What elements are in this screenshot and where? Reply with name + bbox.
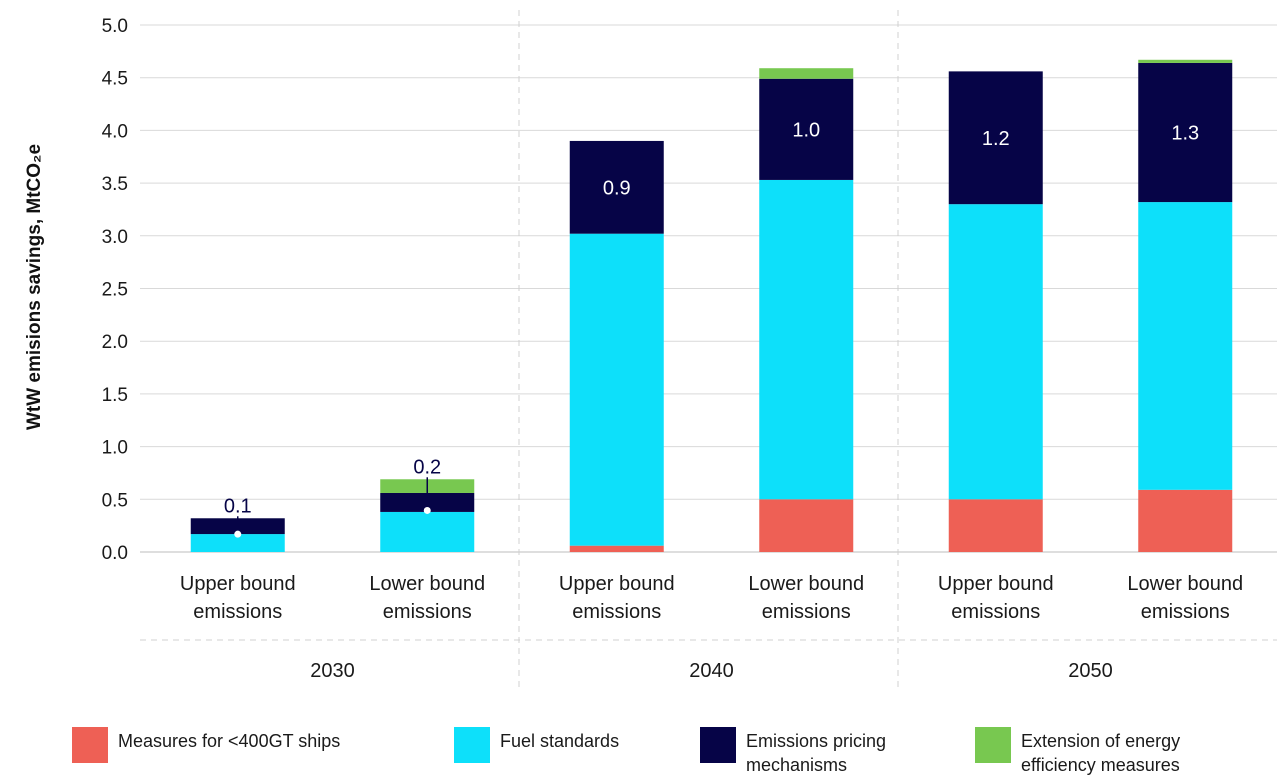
data-label: 1.2 (982, 128, 1010, 150)
y-tick-label: 4.5 (102, 69, 128, 90)
legend-label: Extension of energy efficiency measures (1021, 731, 1181, 775)
data-label-dot (423, 506, 431, 514)
x-category-label: emissions (951, 601, 1040, 623)
bar-segment (380, 511, 475, 552)
data-label: 1.3 (1171, 123, 1199, 145)
bar-segment (759, 499, 854, 552)
bar-segment (1138, 59, 1233, 63)
bar-segment (1138, 202, 1233, 490)
legend-item: Fuel standards (454, 727, 619, 763)
y-tick-label: 1.5 (102, 385, 128, 406)
x-category-label: Upper bound (938, 573, 1054, 595)
gridlines (140, 10, 1277, 690)
legend-swatch (72, 727, 108, 763)
data-labels: 0.1 0.2 0.9 1.0 1.2 1.3 (224, 119, 1199, 538)
bar-segment (1138, 489, 1233, 552)
y-tick-label: 0.0 (102, 543, 128, 564)
x-group-label: 2050 (1068, 660, 1113, 682)
x-group-label: 2030 (310, 660, 355, 682)
legend-swatch (975, 727, 1011, 763)
y-tick-label: 3.5 (102, 174, 128, 195)
data-label: 0.1 (224, 495, 252, 517)
legend-label: Measures for <400GT ships (118, 731, 341, 751)
bar-segment (759, 68, 854, 79)
legend: Measures for <400GT ships Fuel standards E… (72, 727, 1272, 778)
legend-swatch (700, 727, 736, 763)
bar-chart: 0.0 0.5 1.0 1.5 2.0 2.5 3.0 3.5 4.0 4.5 5.0 0.1 0.2… (24, 10, 1277, 690)
bar-segment (569, 140, 664, 234)
y-tick-label: 5.0 (102, 16, 128, 37)
bar-segment (1138, 62, 1233, 203)
legend-item: Measures for <400GT ships (72, 727, 340, 763)
y-tick-label: 2.5 (102, 280, 128, 301)
x-category-label: Lower bound (748, 573, 864, 595)
bar-segment (948, 204, 1043, 500)
legend-label: Emissions pricing mechanisms (746, 731, 887, 775)
y-axis-ticks: 0.0 0.5 1.0 1.5 2.0 2.5 3.0 3.5 4.0 4.5 5.0 (102, 16, 128, 564)
x-category-label: Upper bound (180, 573, 296, 595)
y-axis-label: WtW emisions savings, MtCO₂e (24, 144, 45, 430)
x-axis: Upper bound emissions Lower bound emissions… (180, 573, 1243, 682)
x-category-label: emissions (193, 601, 282, 623)
x-category-label: Lower bound (1127, 573, 1243, 595)
x-category-label: emissions (572, 601, 661, 623)
x-category-label: emissions (762, 601, 851, 623)
bar-segment (759, 78, 854, 180)
y-tick-label: 0.5 (102, 490, 128, 511)
bar-segment (759, 179, 854, 500)
data-label-dot (234, 530, 242, 538)
y-tick-label: 4.0 (102, 121, 128, 142)
y-tick-label: 1.0 (102, 438, 128, 459)
legend-swatch (454, 727, 490, 763)
y-tick-label: 3.0 (102, 227, 128, 248)
legend-item: Emissions pricing mechanisms (700, 727, 886, 777)
x-category-label: Upper bound (559, 573, 675, 595)
x-category-label: Lower bound (369, 573, 485, 595)
x-category-label: emissions (1141, 601, 1230, 623)
legend-label: Fuel standards (500, 731, 620, 751)
bar-segment (948, 499, 1043, 552)
x-category-label: emissions (383, 601, 472, 623)
y-tick-label: 2.0 (102, 332, 128, 353)
data-label: 0.9 (603, 177, 631, 199)
bars (190, 59, 1233, 552)
data-label: 1.0 (792, 119, 820, 141)
bar-segment (190, 534, 285, 552)
legend-item: Extension of energy efficiency measures (975, 727, 1180, 777)
x-group-label: 2040 (689, 660, 734, 682)
data-label: 0.2 (413, 456, 441, 478)
bar-segment (948, 71, 1043, 205)
bar-segment (569, 545, 664, 552)
bar-segment (569, 233, 664, 546)
